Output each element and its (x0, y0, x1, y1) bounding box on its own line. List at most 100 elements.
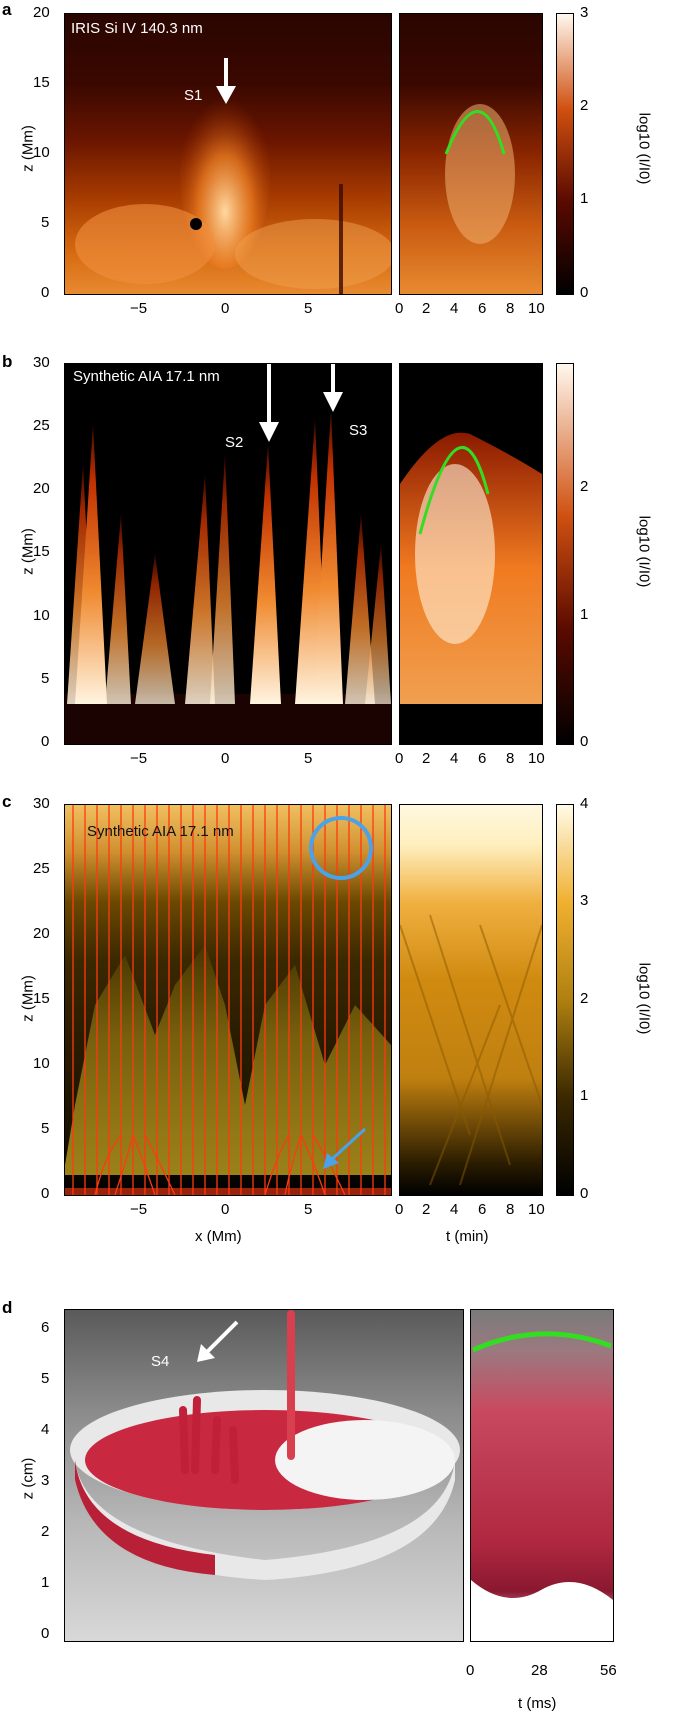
panel-a-ttick: 2 (422, 300, 431, 317)
panel-b-xtick: 5 (304, 750, 313, 767)
panel-d-ztick: 5 (41, 1370, 50, 1387)
panel-b-colorbar (556, 363, 574, 745)
panel-a-s1-label: S1 (184, 87, 203, 104)
panel-a-ztick: 5 (41, 214, 50, 231)
panel-c-xt-plot (400, 914, 542, 1186)
panel-b-ttick: 8 (506, 750, 515, 767)
panel-c-ttick: 6 (478, 1201, 487, 1218)
panel-a-instrument-label: IRIS Si IV 140.3 nm (71, 20, 203, 37)
panel-a-ylabel: z (Mm) (19, 125, 37, 172)
panel-c-ylabel: z (Mm) (19, 975, 37, 1022)
panel-c-xtick: 0 (221, 1201, 230, 1218)
panel-d-ztick: 6 (41, 1319, 50, 1336)
panel-a-green-fit (444, 110, 506, 155)
panel-b-ztick: 0 (41, 733, 50, 750)
panel-a-xz-plot (75, 79, 391, 294)
panel-c-xz-plot (65, 805, 391, 1195)
panel-a-xz-image: IRIS Si IV 140.3 nm S1 (64, 13, 392, 295)
panel-b-ttick: 10 (528, 750, 545, 767)
panel-b-ttick: 0 (395, 750, 404, 767)
panel-d-green-fit (471, 1331, 612, 1353)
panel-b-xz-image: Synthetic AIA 17.1 nm S2 S3 (64, 363, 392, 745)
panel-a-xt-plot (444, 104, 515, 244)
panel-c-cbtick: 1 (580, 1087, 589, 1104)
panel-a-ttick: 6 (478, 300, 487, 317)
panel-a-ttick: 0 (395, 300, 404, 317)
panel-c-blue-arrow (328, 1127, 367, 1163)
panel-b-cbtick: 2 (580, 478, 589, 495)
panel-b-cbar-label: log10 (I/I0) (635, 515, 653, 588)
panel-b-instrument-label: Synthetic AIA 17.1 nm (73, 368, 220, 385)
panel-d-letter: d (2, 1298, 13, 1317)
panel-b-xtick: 0 (221, 750, 230, 767)
panel-b-ttick: 6 (478, 750, 487, 767)
panel-d-ztick: 1 (41, 1574, 50, 1591)
panel-b-arrow-s3-icon (323, 364, 343, 412)
panel-a-cbtick: 1 (580, 190, 589, 207)
panel-d-ztick: 2 (41, 1523, 50, 1540)
panel-b-xt-plot (400, 432, 542, 744)
panel-a-ztick: 15 (33, 74, 50, 91)
panel-a-cbtick: 0 (580, 284, 589, 301)
panel-c-ztick: 0 (41, 1185, 50, 1202)
panel-c-ttick: 8 (506, 1201, 515, 1218)
panel-d-s4-label: S4 (151, 1353, 170, 1370)
panel-c-ztick: 10 (33, 1055, 50, 1072)
panel-c-xtick: 5 (304, 1201, 313, 1218)
panel-c-cbar-label: log10 (I/I0) (635, 962, 653, 1035)
panel-a-xt-image (399, 13, 543, 295)
panel-c-instrument-label: Synthetic AIA 17.1 nm (87, 823, 234, 840)
panel-d-arrow-icon (197, 1320, 239, 1362)
panel-c-xt-image (399, 804, 543, 1196)
panel-b-green-fit (418, 446, 490, 535)
panel-b-ztick: 5 (41, 670, 50, 687)
panel-d-tlabel: t (ms) (518, 1695, 557, 1712)
panel-b-xt-image (399, 363, 543, 745)
panel-d-photo: S4 (64, 1309, 464, 1642)
panel-c-cbtick: 0 (580, 1185, 589, 1202)
panel-c-xz-image: Synthetic AIA 17.1 nm (64, 804, 392, 1196)
panel-b-cbtick: 0 (580, 733, 589, 750)
panel-c-tlabel: t (min) (446, 1228, 489, 1245)
panel-d-ttick: 28 (531, 1662, 548, 1679)
panel-d-xt-plot (471, 1331, 613, 1641)
panel-c-ztick: 5 (41, 1120, 50, 1137)
panel-a-ttick: 10 (528, 300, 545, 317)
panel-d-ylabel: z (cm) (19, 1457, 37, 1500)
panel-b-letter: b (2, 352, 13, 371)
panel-c-ztick: 15 (33, 990, 50, 1007)
panel-a-ztick: 20 (33, 4, 50, 21)
panel-c-ztick: 30 (33, 795, 50, 812)
panel-d-ztick: 3 (41, 1472, 50, 1489)
panel-d-ztick: 4 (41, 1421, 50, 1438)
panel-a-letter: a (2, 0, 12, 19)
panel-b-ztick: 30 (33, 354, 50, 371)
panel-b-ttick: 2 (422, 750, 431, 767)
panel-c-ttick: 10 (528, 1201, 545, 1218)
panel-a-cbar-label: log10 (I/I0) (635, 112, 653, 185)
panel-b-arrow-s2-icon (259, 364, 279, 442)
panel-b-ttick: 4 (450, 750, 459, 767)
panel-b-s3-label: S3 (349, 422, 368, 439)
panel-c-blue-circle (309, 816, 373, 880)
panel-c-ttick: 2 (422, 1201, 431, 1218)
panel-d-ttick: 0 (466, 1662, 475, 1679)
panel-a-ttick: 8 (506, 300, 515, 317)
panel-a-xtick: 0 (221, 300, 230, 317)
panel-b-s2-label: S2 (225, 434, 244, 451)
panel-a-ztick: 10 (33, 144, 50, 161)
panel-c-cbtick: 2 (580, 990, 589, 1007)
panel-a-cbtick: 2 (580, 97, 589, 114)
panel-d-ttick: 56 (600, 1662, 617, 1679)
panel-a-xtick: 5 (304, 300, 313, 317)
panel-b-ztick: 25 (33, 417, 50, 434)
panel-a-ttick: 4 (450, 300, 459, 317)
panel-c-colorbar (556, 804, 574, 1196)
panel-a-cbtick: 3 (580, 4, 589, 21)
panel-b-xz-plot (65, 409, 391, 744)
panel-b-ylabel: z (Mm) (19, 528, 37, 575)
panel-b-ztick: 15 (33, 543, 50, 560)
panel-b-ztick: 10 (33, 607, 50, 624)
panel-c-letter: c (2, 792, 12, 811)
panel-c-xtick: −5 (130, 1201, 148, 1218)
